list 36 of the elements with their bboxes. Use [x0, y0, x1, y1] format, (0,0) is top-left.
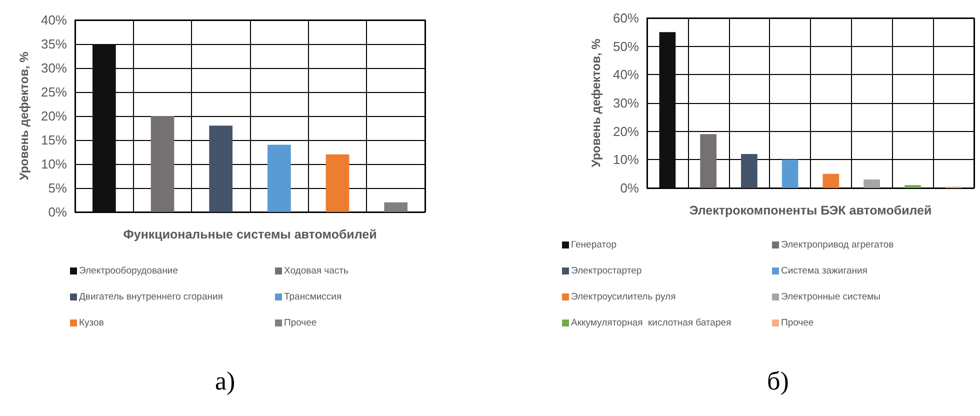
y-tick-label: 30%	[612, 96, 640, 110]
y-tick-label: 35%	[40, 36, 68, 52]
legend-label: Электростартер	[571, 266, 642, 276]
legend-label: Кузов	[79, 318, 104, 328]
legend-label: Генератор	[571, 240, 616, 250]
y-tick-label: 50%	[612, 38, 640, 54]
legend-label: Аккумуляторная кислотная батарея	[571, 318, 732, 328]
y-tick-label: 5%	[48, 180, 68, 196]
text: а)	[215, 366, 236, 396]
legend-label: Двигатель внутреннего сгорания	[79, 292, 223, 302]
legend-label: Прочее	[781, 318, 814, 328]
legend-label: Электронные системы	[781, 292, 881, 302]
y-tick-label: 60%	[612, 10, 640, 26]
legend-label: Система зажигания	[781, 266, 868, 276]
y-axis-title: Уровень дефектов, %	[17, 51, 32, 180]
legend-label: Электропривод агрегатов	[781, 240, 894, 250]
legend-label: Электроусилитель руля	[571, 292, 676, 302]
legend-label: Ходовая часть	[284, 266, 348, 276]
y-tick-label: 40%	[612, 67, 640, 82]
x-axis-title: Функциональные системы автомобилей	[123, 228, 377, 242]
y-axis-title: Уровень дефектов, %	[589, 38, 604, 168]
y-tick-label: 20%	[40, 108, 68, 124]
y-tick-label: 15%	[40, 132, 68, 148]
text: б)	[767, 366, 789, 396]
y-tick-label: 10%	[40, 156, 68, 172]
legend-label: Прочее	[284, 318, 317, 328]
x-axis-title: Электрокомпоненты БЭК автомобилей	[689, 204, 932, 218]
y-tick-label: 10%	[612, 152, 640, 168]
legend-label: Электрооборудование	[79, 266, 178, 276]
legend-label: Трансмиссия	[284, 292, 342, 302]
y-tick-label: 30%	[40, 60, 68, 76]
y-tick-label: 25%	[40, 84, 68, 100]
y-tick-label: 40%	[40, 12, 68, 28]
y-tick-label: 20%	[612, 124, 640, 139]
y-tick-label: 0%	[620, 180, 640, 196]
y-tick-label: 0%	[48, 204, 68, 220]
